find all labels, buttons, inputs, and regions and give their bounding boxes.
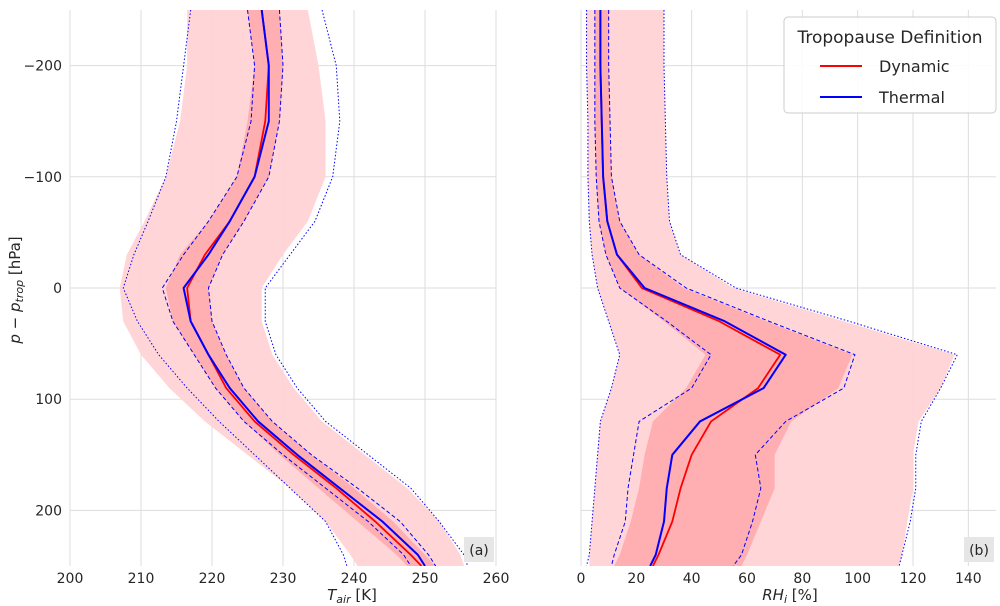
x-tick-label: 40 [683, 571, 701, 587]
x-tick-label: 260 [483, 571, 510, 587]
x-tick-label: 230 [270, 571, 297, 587]
x-tick-label: 200 [57, 571, 84, 587]
band-inner-dynamic [165, 10, 436, 566]
x-axis-label-a: Tair [K] [327, 586, 377, 606]
y-tick-label: −200 [24, 59, 62, 75]
x-tick-label: 240 [341, 571, 368, 587]
panel-label-box [964, 537, 994, 562]
thermal-median-line [599, 10, 787, 566]
band-inner-dynamic [594, 10, 853, 566]
y-tick-label: 200 [35, 503, 62, 519]
legend: Tropopause Definition Dynamic Thermal [783, 16, 997, 114]
panel-label-box [464, 537, 494, 562]
thermal-q95-line [264, 10, 469, 566]
panel-b: 0 20 40 60 80 100 120 140 (b) [577, 10, 996, 587]
thermal-q05-line [122, 10, 348, 566]
y-axis-label: p − ptrop [hPa] [6, 236, 26, 344]
x-tick-label: 100 [844, 571, 871, 587]
x-tick-label: 0 [577, 571, 586, 587]
x-tick-label: 20 [627, 571, 645, 587]
y-tick-label: −100 [24, 170, 62, 186]
legend-label-thermal: Thermal [878, 88, 945, 107]
x-axis-label-b: RHi [%] [762, 586, 818, 606]
x-tick-label: 250 [412, 571, 439, 587]
x-tick-label: 140 [955, 571, 982, 587]
legend-box [783, 16, 997, 114]
x-tick-label: 80 [793, 571, 811, 587]
thermal-q25-line [161, 10, 412, 566]
x-tick-label: 60 [738, 571, 756, 587]
legend-title: Tropopause Definition [796, 28, 982, 48]
panel-label: (b) [969, 543, 989, 559]
panel-label: (a) [469, 543, 489, 559]
band-outer-dynamic [119, 10, 465, 566]
x-tick-label: 220 [199, 571, 226, 587]
thermal-q25-line [594, 10, 712, 566]
panel-a: 200 210 220 230 240 250 260 −200 −100 0 100 200 (a) [24, 10, 510, 587]
legend-label-dynamic: Dynamic [879, 57, 950, 76]
x-tick-label: 210 [128, 571, 155, 587]
y-tick-label: 100 [35, 392, 62, 408]
thermal-q75-line [608, 10, 856, 566]
thermal-median-line [182, 10, 426, 566]
y-tick-label: 0 [53, 281, 62, 297]
x-tick-label: 120 [900, 571, 927, 587]
thermal-q75-line [207, 10, 437, 566]
